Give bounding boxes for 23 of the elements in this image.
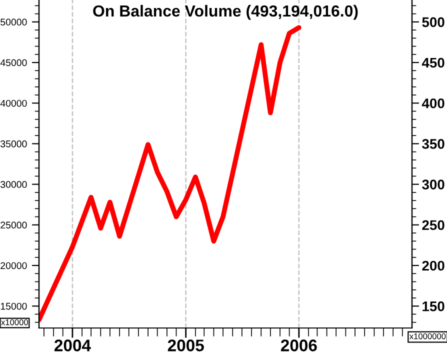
y-tick-label: 30000 bbox=[0, 181, 27, 188]
y2-tick-label: 400 bbox=[422, 98, 444, 108]
text: x1000000 bbox=[409, 333, 446, 340]
y2-tick-label: 450 bbox=[422, 58, 444, 68]
text: x10000 bbox=[1, 319, 28, 326]
y-tick-label: 25000 bbox=[0, 222, 27, 229]
x-tick-label: 2006 bbox=[280, 340, 317, 352]
y-tick-label: 35000 bbox=[0, 140, 27, 148]
line-series bbox=[39, 25, 302, 322]
y2-tick-label: 200 bbox=[422, 260, 444, 271]
y2-tick-label: 300 bbox=[422, 180, 444, 190]
y-tick-label: 50000 bbox=[0, 18, 27, 26]
x-tick-label: 2005 bbox=[168, 340, 204, 352]
y2-tick-label: 350 bbox=[422, 139, 444, 149]
chart-title: On Balance Volume (493,194,016.0) bbox=[93, 4, 358, 20]
y2-tick-label: 150 bbox=[422, 301, 444, 312]
x-tick-label: 2004 bbox=[54, 340, 91, 352]
y2-tick-label: 250 bbox=[422, 220, 444, 230]
y-tick-label: 45000 bbox=[0, 59, 27, 66]
y-tick-label: 15000 bbox=[0, 302, 27, 310]
y-tick-label: 20000 bbox=[0, 262, 27, 270]
y-tick-label: 40000 bbox=[0, 100, 27, 107]
y2-tick-label: 500 bbox=[422, 17, 444, 28]
